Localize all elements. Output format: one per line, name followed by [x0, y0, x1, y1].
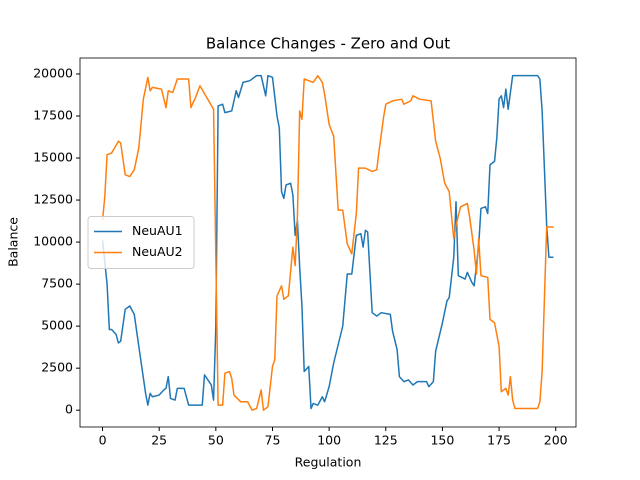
y-tick-label: 17500 [33, 107, 73, 122]
y-tick-label: 20000 [33, 65, 73, 80]
x-tick-label: 25 [151, 433, 167, 448]
x-tick-label: 150 [430, 433, 454, 448]
legend-label: NeuAU1 [132, 223, 183, 238]
x-tick-label: 175 [487, 433, 511, 448]
x-tick-label: 200 [544, 433, 568, 448]
x-tick-label: 100 [317, 433, 341, 448]
y-tick-label: 15000 [33, 150, 73, 165]
x-tick-label: 50 [208, 433, 224, 448]
x-tick-label: 125 [374, 433, 398, 448]
x-axis-label: Regulation [295, 455, 362, 470]
chart-title: Balance Changes - Zero and Out [206, 35, 450, 53]
legend-label: NeuAU2 [132, 244, 183, 259]
x-tick-label: 0 [99, 433, 107, 448]
series-line [101, 74, 554, 411]
legend-box [87, 216, 195, 269]
y-tick-label: 5000 [41, 318, 73, 333]
series-line [101, 74, 554, 410]
y-tick-label: 10000 [33, 234, 73, 249]
y-tick-label: 7500 [41, 276, 73, 291]
y-tick-label: 0 [65, 402, 73, 417]
x-tick-label: 75 [265, 433, 281, 448]
y-tick-label: 2500 [41, 360, 73, 375]
plot-frame [79, 57, 577, 428]
y-axis-label: Balance [6, 217, 21, 267]
y-tick-label: 12500 [33, 192, 73, 207]
